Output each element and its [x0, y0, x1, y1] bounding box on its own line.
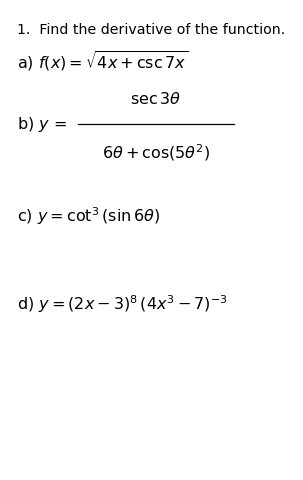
Text: d) $y = (2x - 3)^{8}\,(4x^3 - 7)^{-3}$: d) $y = (2x - 3)^{8}\,(4x^3 - 7)^{-3}$	[17, 293, 228, 314]
Text: 1.  Find the derivative of the function.: 1. Find the derivative of the function.	[17, 23, 285, 37]
Text: $6\theta + \cos(5\theta^{2})$: $6\theta + \cos(5\theta^{2})$	[102, 142, 210, 163]
Text: c) $y = \cot^3(\sin 6\theta)$: c) $y = \cot^3(\sin 6\theta)$	[17, 204, 160, 226]
Text: b) $y$ =: b) $y$ =	[17, 115, 66, 134]
Text: $\sec 3\theta$: $\sec 3\theta$	[130, 91, 181, 107]
Text: a) $f(x) = \sqrt{4x + \csc 7x}$: a) $f(x) = \sqrt{4x + \csc 7x}$	[17, 49, 188, 73]
